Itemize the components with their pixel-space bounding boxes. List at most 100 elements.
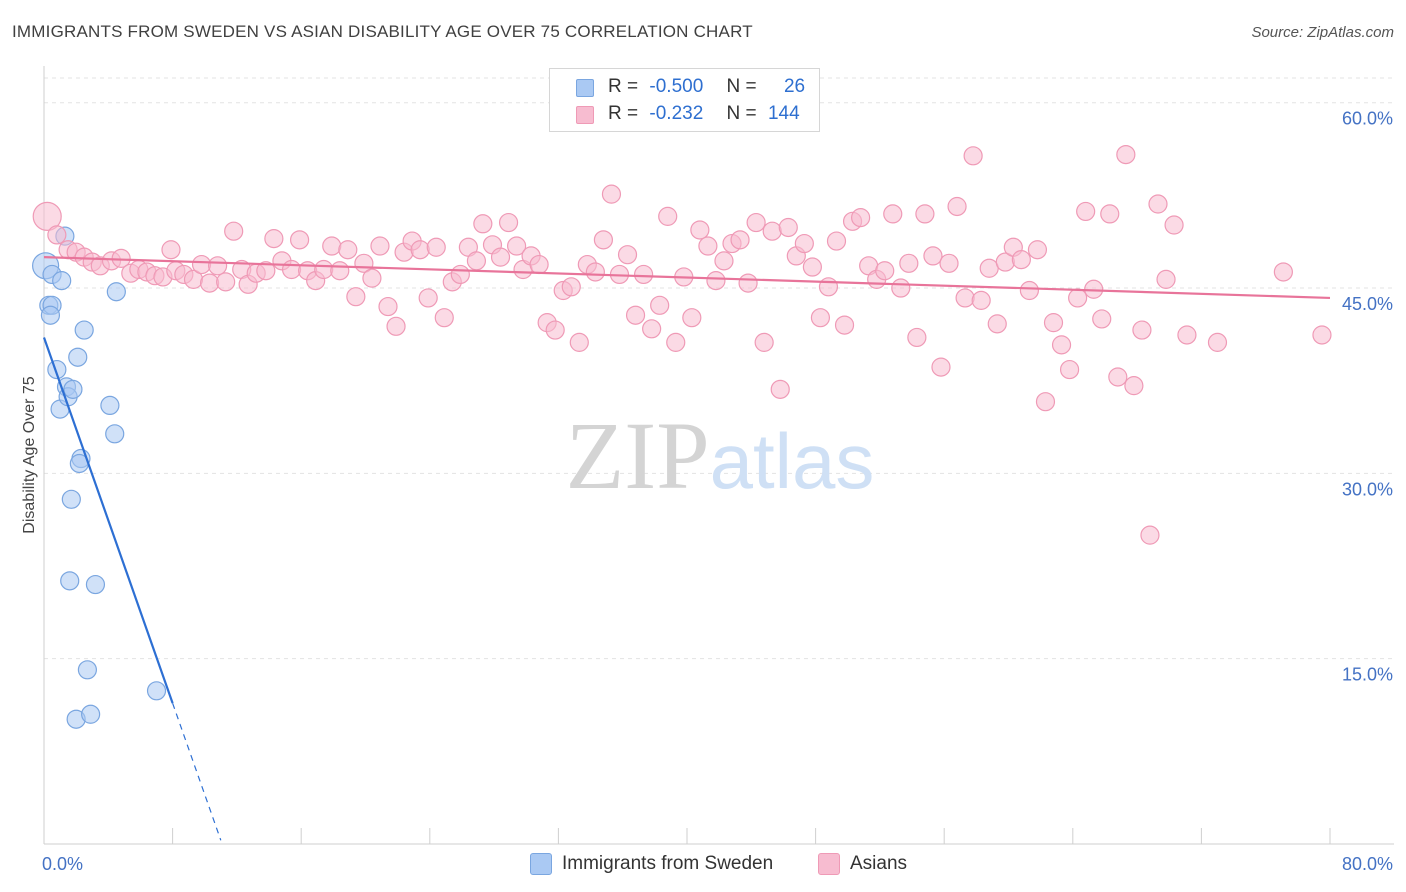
series-sweden	[32, 226, 167, 729]
asians-point	[682, 308, 702, 328]
asians-point	[971, 290, 991, 310]
asians-point	[199, 273, 220, 293]
asians-point	[314, 259, 334, 280]
asians-point	[1148, 194, 1168, 214]
asians-point	[386, 316, 406, 336]
y-tick-label-1: 30.0%	[1342, 479, 1393, 499]
correlation-legend: R = -0.500 N = 26 R = -0.232 N = 144	[549, 68, 820, 132]
asians-point	[561, 277, 581, 297]
legend-swatch-asians	[576, 106, 594, 124]
asians-point	[698, 236, 718, 256]
asians-point	[706, 271, 726, 291]
sweden-point	[105, 424, 125, 444]
asians-point	[802, 257, 822, 277]
legend-text-sweden: R = -0.500 N = 26	[608, 76, 806, 97]
chart-title: IMMIGRANTS FROM SWEDEN VS ASIAN DISABILI…	[12, 22, 753, 41]
asians-point	[47, 225, 67, 245]
asians-point	[1207, 332, 1228, 352]
asians-point	[338, 240, 358, 260]
tick-labels: 15.0% 30.0% 45.0% 60.0% 0.0% 80.0%	[42, 109, 1393, 874]
asians-point	[569, 332, 589, 352]
asians-point	[490, 247, 511, 267]
sweden-point	[85, 574, 106, 595]
asians-point	[762, 221, 782, 241]
asians-point	[834, 315, 855, 335]
sweden-point	[74, 320, 94, 340]
asians-point	[264, 229, 284, 249]
asians-point	[915, 204, 935, 224]
asians-point	[907, 327, 927, 348]
asians-point	[281, 259, 302, 280]
asians-point	[754, 332, 774, 352]
asians-point	[1051, 335, 1072, 355]
trend-extension-sweden	[172, 702, 222, 841]
x-tick-label-1: 80.0%	[1342, 854, 1393, 874]
asians-point	[322, 236, 342, 256]
y-tick-label-2: 45.0%	[1342, 294, 1393, 314]
sweden-point	[40, 305, 61, 325]
asians-point	[1140, 525, 1160, 545]
asians-point	[714, 251, 734, 271]
asians-point	[794, 233, 814, 254]
asians-point	[1164, 215, 1184, 235]
series-points	[32, 145, 1332, 729]
series-legend-swatch-asians	[818, 853, 840, 875]
asians-point	[633, 264, 654, 285]
asians-point	[963, 146, 983, 166]
asians-point	[617, 245, 638, 265]
sweden-point	[81, 704, 101, 724]
asians-point	[370, 236, 390, 256]
asians-point	[289, 230, 310, 250]
asians-point	[1177, 325, 1197, 345]
asians-point	[642, 319, 662, 339]
y-tick-label-3: 60.0%	[1342, 109, 1393, 129]
asians-point	[498, 212, 519, 233]
series-legend-label-sweden: Immigrants from Sweden	[562, 853, 774, 874]
asians-point	[216, 272, 236, 292]
series-legend-swatch-sweden	[530, 853, 552, 875]
asians-point	[426, 237, 446, 257]
sweden-point	[52, 271, 72, 291]
asians-point	[1124, 376, 1144, 396]
asians-point	[1059, 359, 1080, 380]
sweden-point	[106, 282, 126, 302]
sweden-point	[68, 347, 88, 367]
asians-point	[979, 258, 999, 278]
trend-line-asians	[43, 256, 1331, 300]
asians-point	[434, 308, 454, 328]
chart-source: Source: ZipAtlas.com	[1251, 24, 1394, 41]
asians-point	[191, 254, 212, 275]
asians-point	[1092, 309, 1112, 329]
asians-point	[450, 264, 470, 285]
asians-point	[875, 261, 895, 281]
asians-point	[161, 240, 181, 260]
asians-point	[625, 305, 646, 325]
asians-point	[810, 308, 831, 328]
asians-point	[778, 217, 798, 238]
asians-point	[507, 236, 527, 256]
asians-point	[1132, 320, 1152, 340]
asians-point	[593, 230, 614, 250]
asians-point	[658, 206, 678, 226]
asians-point	[362, 268, 382, 288]
sweden-point	[47, 359, 67, 380]
asians-point	[330, 261, 350, 281]
asians-point	[1011, 250, 1031, 270]
axes	[43, 66, 1394, 845]
asians-point	[987, 314, 1007, 334]
series-asians	[32, 145, 1332, 545]
asians-point	[1043, 313, 1064, 333]
asians-point	[883, 204, 903, 224]
asians-point	[826, 231, 847, 251]
asians-point	[1312, 325, 1332, 345]
asians-point	[899, 253, 919, 273]
asians-point	[931, 357, 951, 377]
asians-point	[891, 278, 911, 298]
series-legend-label-asians: Asians	[850, 853, 908, 874]
asians-point	[923, 246, 943, 266]
asians-point	[746, 212, 766, 233]
y-axis-label: Disability Age Over 75	[21, 376, 38, 534]
asians-point	[1156, 269, 1176, 289]
asians-point	[1116, 145, 1136, 165]
